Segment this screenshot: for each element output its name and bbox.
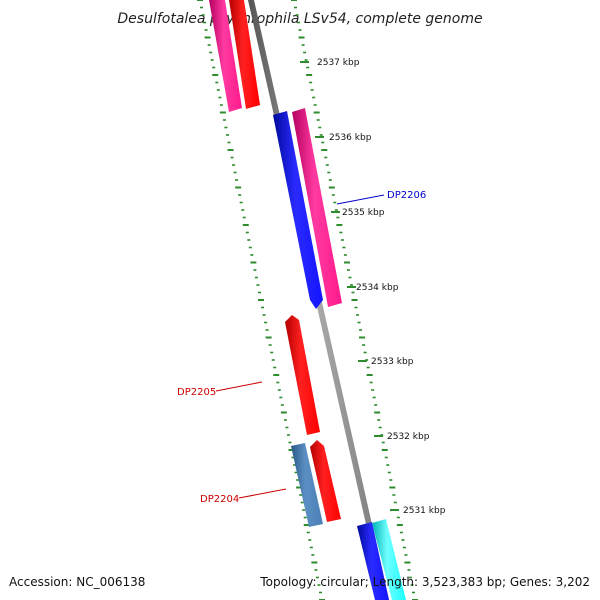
kbp-label: 2537 kbp <box>317 58 360 68</box>
kbp-label: 2533 kbp <box>371 357 414 367</box>
kbp-label: 2536 kbp <box>329 133 372 143</box>
gene-callouts: DP2206 DP2205 DP2204 <box>177 190 426 505</box>
gene-arrow-cyan-bottom <box>372 519 406 600</box>
dp2205-leader <box>215 381 263 392</box>
gene-arrow-red-lower <box>310 440 341 522</box>
gene-arrow-steel-dp2204 <box>291 443 323 527</box>
gene-label-dp2204[interactable]: DP2204 <box>200 494 239 505</box>
gene-arrow-pink-top <box>209 0 242 112</box>
kbp-label: 2535 kbp <box>342 208 385 218</box>
dp2204-leader <box>238 488 287 499</box>
accession-label: Accession: NC_006138 <box>9 575 145 589</box>
kbp-label: 2531 kbp <box>403 506 446 516</box>
topology-label: Topology: circular; Length: 3,523,383 bp… <box>259 575 590 589</box>
gene-features <box>209 0 406 600</box>
map-title: Desulfotalea psychrophila LSv54, complet… <box>117 11 482 27</box>
dp2206-leader <box>336 194 385 205</box>
left-tick-track <box>197 0 325 600</box>
gene-arrow-blue-dp2206 <box>273 111 323 309</box>
gene-label-dp2206[interactable]: DP2206 <box>387 190 426 201</box>
right-tick-track <box>291 0 418 600</box>
gene-arrow-blue-bottom <box>357 522 389 600</box>
gene-arrow-pink-mid <box>292 108 342 307</box>
gene-arrow-red-dp2205 <box>285 315 320 435</box>
kbp-scale: 2537 kbp 2536 kbp 2535 kbp 2534 kbp 2533… <box>300 58 446 516</box>
gene-label-dp2205[interactable]: DP2205 <box>177 387 216 398</box>
kbp-label: 2534 kbp <box>356 283 399 293</box>
kbp-label: 2532 kbp <box>387 432 430 442</box>
gene-arrow-red-top <box>229 0 260 109</box>
